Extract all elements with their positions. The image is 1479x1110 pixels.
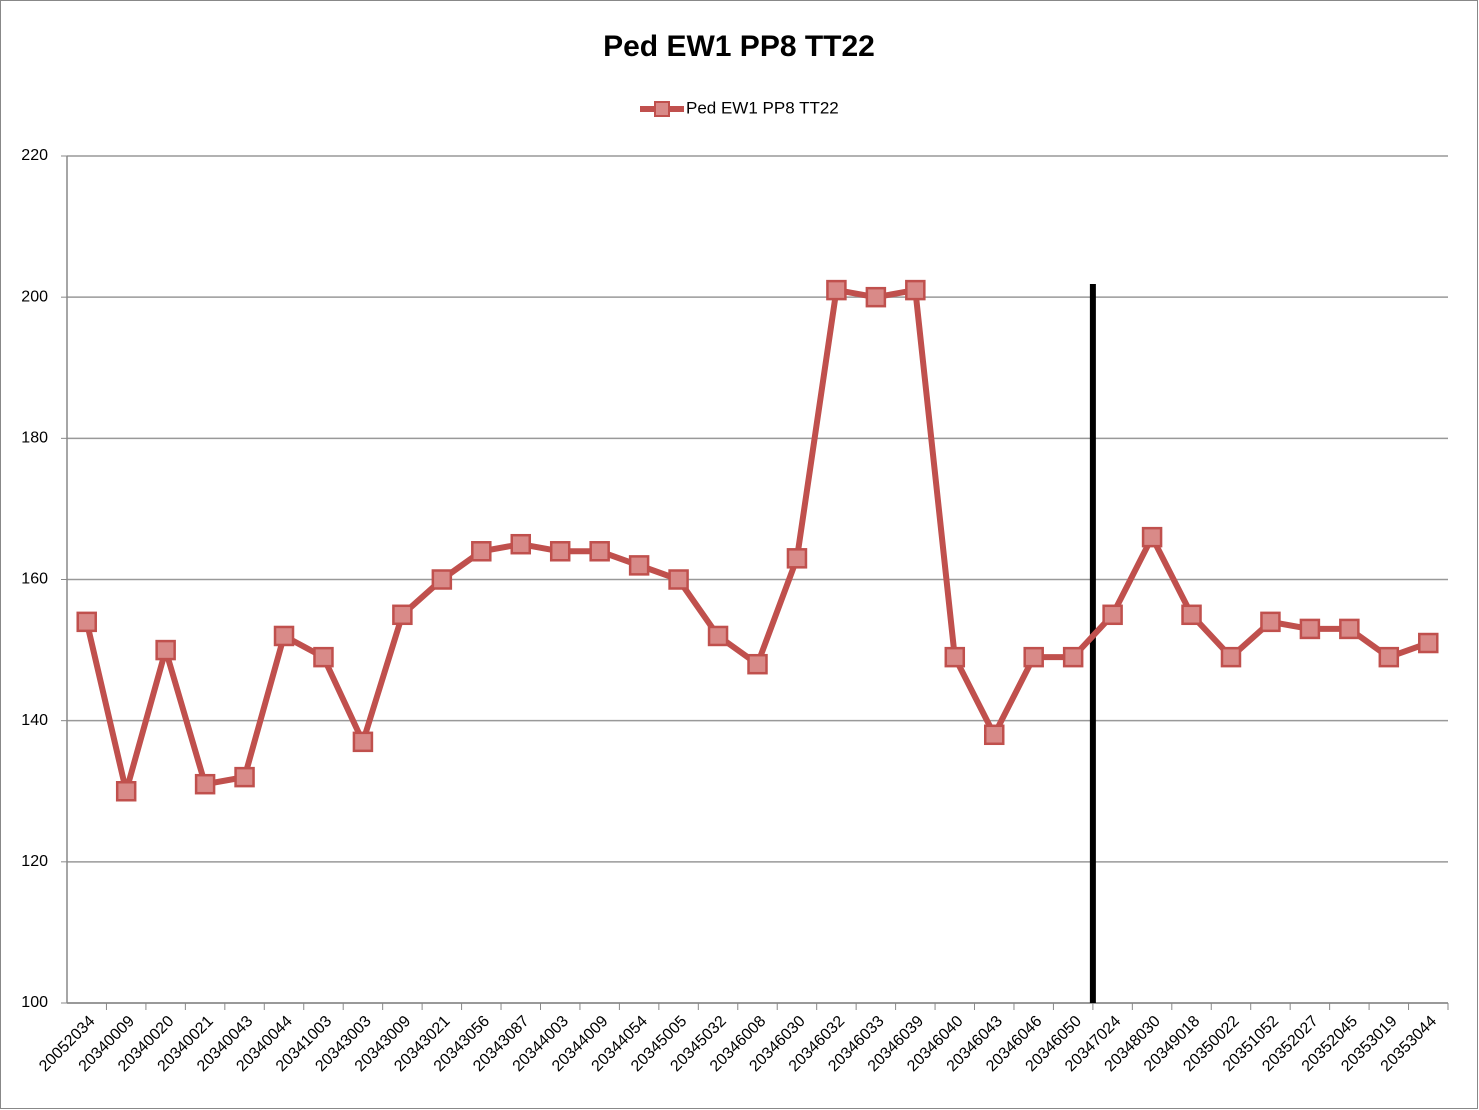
marker: [707, 625, 729, 647]
marker: [589, 541, 610, 562]
legend-label: Ped EW1 PP8 TT22: [686, 98, 839, 117]
y-tick-label: 180: [21, 430, 48, 447]
marker: [668, 569, 689, 590]
marker: [392, 604, 413, 626]
marker: [1418, 632, 1439, 654]
marker: [76, 611, 97, 633]
marker: [1141, 526, 1163, 548]
marker: [1062, 646, 1084, 668]
marker: [155, 639, 176, 661]
marker: [786, 548, 808, 569]
y-tick-label: 140: [21, 712, 48, 729]
y-tick-label: 120: [21, 853, 48, 870]
marker: [1220, 646, 1242, 668]
marker: [944, 646, 966, 668]
marker: [628, 555, 650, 576]
y-tick-label: 100: [21, 994, 48, 1011]
marker: [747, 653, 768, 675]
marker: [1023, 646, 1044, 668]
marker: [1102, 604, 1123, 626]
marker: [1299, 618, 1321, 640]
y-tick-label: 200: [21, 288, 48, 305]
marker: [905, 279, 926, 301]
marker: [194, 773, 216, 795]
marker: [234, 766, 255, 788]
marker: [510, 533, 532, 555]
marker: [431, 569, 453, 590]
legend-marker: [654, 101, 670, 117]
marker: [983, 724, 1005, 746]
marker: [313, 646, 334, 668]
chart-title: Ped EW1 PP8 TT22: [603, 30, 875, 63]
marker: [273, 625, 295, 647]
marker: [115, 781, 137, 802]
marker: [1378, 646, 1400, 668]
marker: [826, 279, 847, 301]
marker: [352, 731, 374, 753]
marker: [471, 541, 492, 562]
y-tick-label: 160: [21, 571, 48, 588]
y-tick-label: 220: [21, 147, 48, 164]
marker: [1181, 604, 1202, 626]
marker: [549, 541, 571, 562]
marker: [1339, 618, 1360, 640]
marker: [865, 286, 887, 308]
marker: [1260, 611, 1281, 633]
